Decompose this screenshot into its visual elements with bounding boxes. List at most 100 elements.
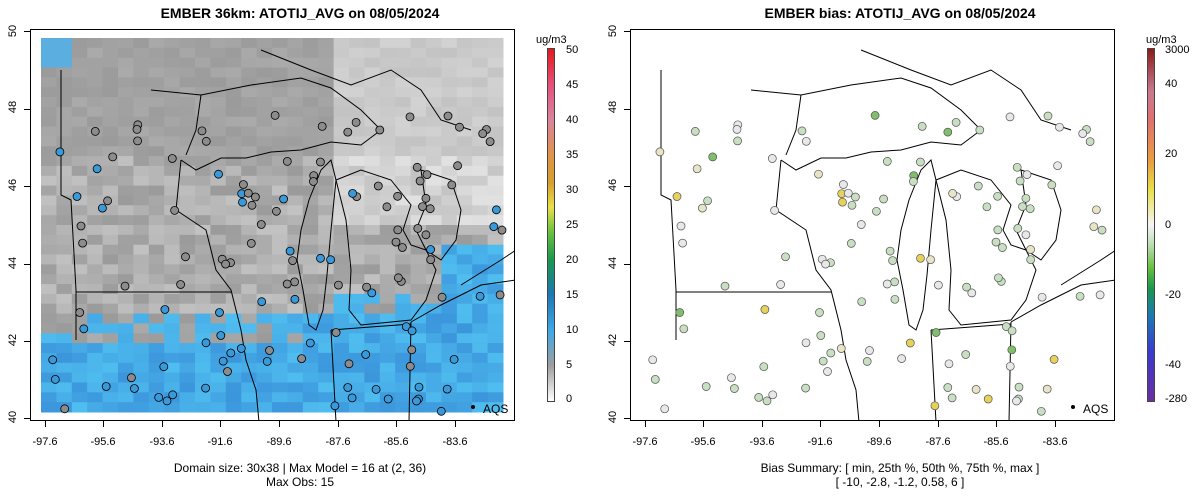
heatmap-cell (41, 274, 57, 285)
heatmap-cell (287, 106, 304, 118)
heatmap-cell (118, 136, 134, 147)
heatmap-cell (56, 313, 73, 324)
bias-marker (930, 401, 940, 411)
heatmap-cell (195, 57, 211, 68)
bias-marker (838, 197, 847, 207)
heatmap-cell (87, 67, 104, 78)
heatmap-cell (379, 156, 396, 167)
heatmap-cell (302, 47, 319, 59)
station-marker (55, 147, 65, 157)
heatmap-cell (148, 126, 165, 137)
bias-marker (961, 350, 971, 359)
heatmap-cell (287, 244, 304, 255)
heatmap-cell (395, 175, 412, 187)
heatmap-cell (410, 254, 427, 265)
heatmap-cell (272, 175, 288, 187)
heatmap-cell (148, 146, 165, 157)
heatmap-cell (472, 205, 489, 216)
heatmap-cell (472, 372, 489, 383)
heatmap-cell (410, 313, 427, 324)
heatmap-cell (487, 343, 504, 354)
heatmap-cell (56, 234, 73, 246)
heatmap-cell (364, 57, 381, 68)
bias-marker (1015, 176, 1025, 186)
station-marker (305, 338, 315, 348)
heatmap-cell (210, 175, 227, 187)
heatmap-cell (256, 57, 273, 68)
heatmap-cell (164, 195, 181, 206)
bias-marker (650, 375, 660, 384)
heatmap-cell (118, 215, 134, 226)
bias-marker (851, 192, 860, 202)
heatmap-cell (472, 323, 489, 334)
bias-marker (1005, 112, 1015, 122)
heatmap-cell (87, 244, 104, 255)
heatmap-cell (426, 175, 442, 187)
bias-marker (888, 256, 897, 265)
heatmap-cell (210, 225, 227, 236)
heatmap-cell (349, 225, 365, 236)
station-marker (218, 356, 228, 366)
bias-marker (733, 136, 742, 146)
x-tick-label: -89.6 (266, 436, 292, 448)
station-marker (201, 383, 211, 393)
station-marker (437, 292, 447, 302)
heatmap-cell (426, 313, 442, 324)
heatmap-cell (148, 116, 165, 127)
heatmap-cell (395, 195, 412, 206)
heatmap-cell (41, 264, 57, 275)
heatmap-cell (225, 47, 242, 59)
heatmap-cell (133, 126, 150, 137)
heatmap-cell (333, 392, 350, 403)
heatmap-cell (41, 303, 57, 314)
heatmap-cell (41, 87, 57, 98)
bias-marker (801, 338, 811, 348)
heatmap-cell (379, 47, 396, 59)
heatmap-cell (410, 67, 427, 78)
heatmap-cell (379, 215, 396, 226)
heatmap-cell (133, 57, 150, 68)
heatmap-cell (272, 38, 288, 49)
heatmap-cell (102, 274, 119, 285)
boundary-line (896, 159, 937, 331)
heatmap-cell (426, 97, 442, 108)
heatmap-cell (395, 205, 412, 216)
heatmap-cell (426, 106, 442, 118)
heatmap-cell (364, 195, 381, 206)
heatmap-cell (179, 126, 196, 137)
heatmap-cell (441, 343, 458, 354)
heatmap-cell (364, 402, 381, 413)
heatmap-cell (456, 67, 473, 78)
heatmap-cell (118, 225, 134, 236)
heatmap-cell (395, 57, 412, 68)
station-marker (330, 401, 340, 411)
heatmap-cell (456, 293, 473, 305)
heatmap-cell (302, 195, 319, 206)
boundary-line (1008, 321, 1012, 420)
heatmap-cell (41, 97, 57, 108)
heatmap-cell (41, 136, 57, 147)
heatmap-cell (225, 234, 242, 246)
station-marker (407, 345, 417, 355)
heatmap-cell (195, 146, 211, 157)
boundary-line (460, 250, 514, 286)
station-marker (491, 205, 501, 215)
heatmap-cell (349, 244, 365, 255)
state-boundaries (660, 49, 1114, 420)
heatmap-cell (210, 382, 227, 393)
station-marker (262, 356, 272, 366)
heatmap-cell (410, 57, 427, 68)
station-marker (383, 394, 393, 404)
heatmap-cell (118, 392, 134, 403)
heatmap-cell (241, 402, 258, 413)
heatmap-cell (472, 362, 489, 374)
heatmap-cell (225, 195, 242, 206)
heatmap-cell (426, 146, 442, 157)
heatmap-cell (241, 38, 258, 49)
heatmap-cell (487, 116, 504, 127)
heatmap-cell (410, 264, 427, 275)
heatmap-cell (56, 126, 73, 137)
bias-marker (770, 206, 779, 215)
heatmap-cell (210, 323, 227, 334)
heatmap-cell (456, 175, 473, 187)
